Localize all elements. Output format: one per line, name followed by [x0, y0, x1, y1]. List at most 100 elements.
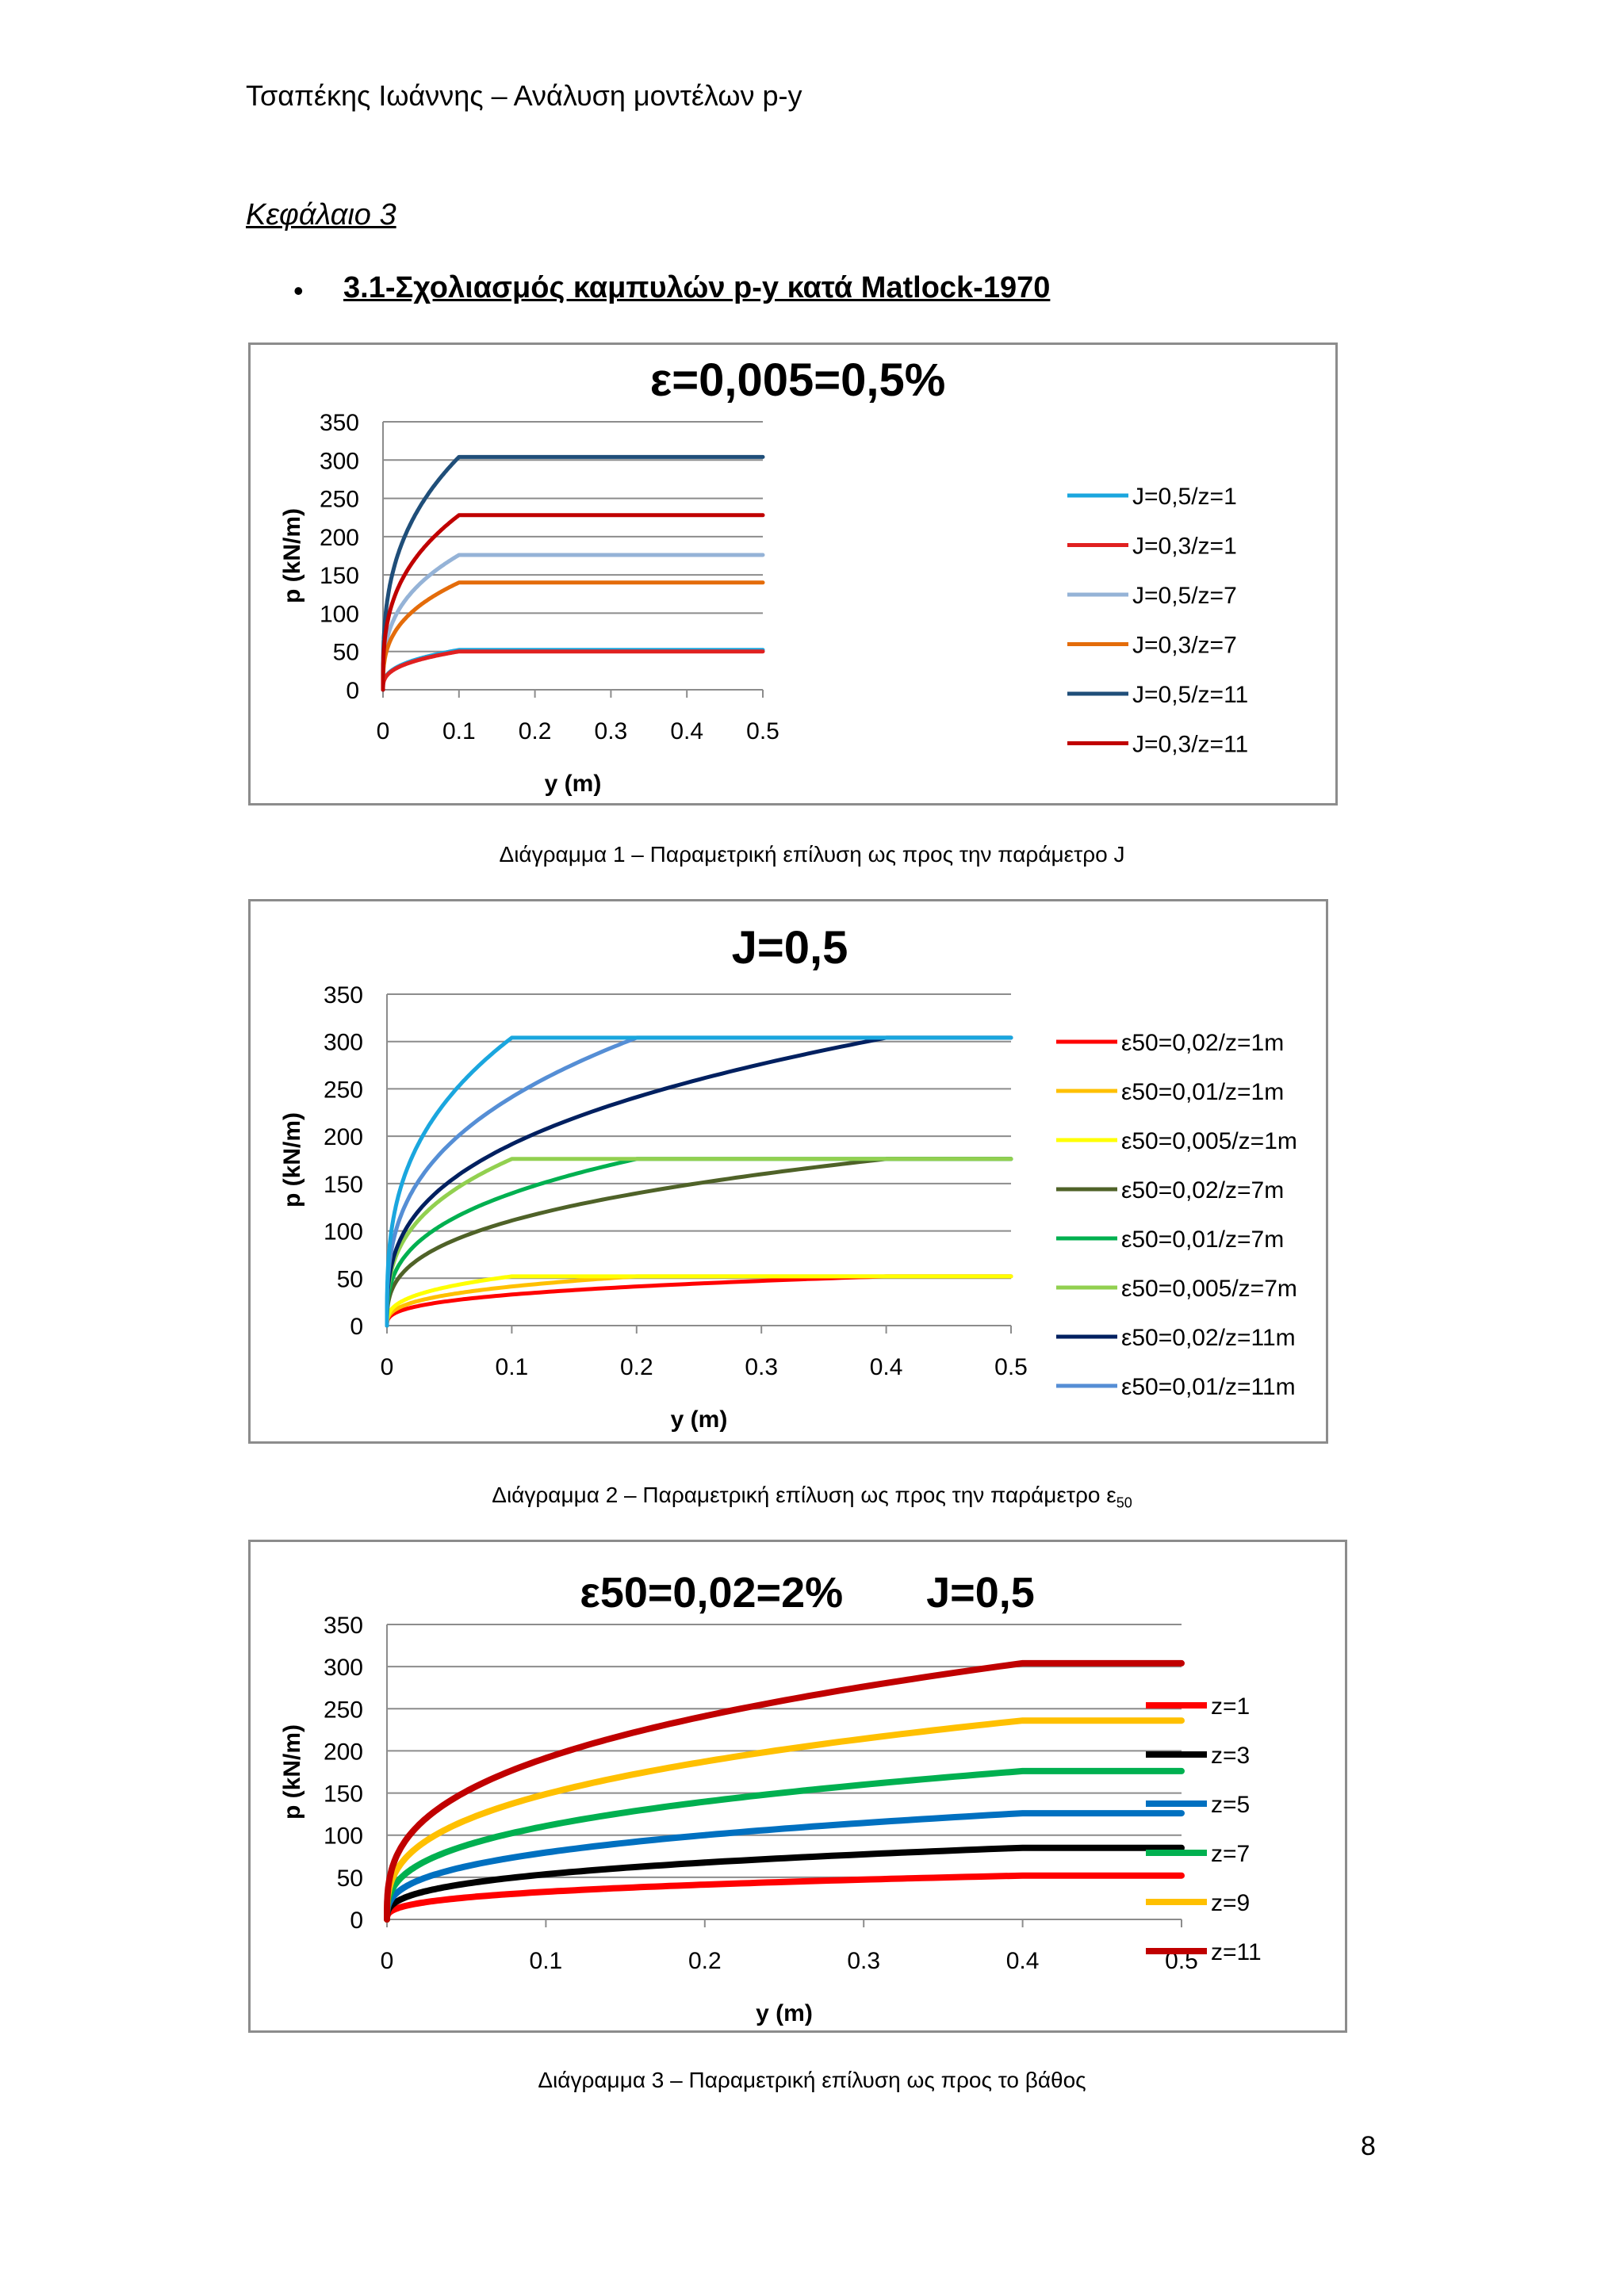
- chart-title: ε50=0,02=2% J=0,5: [580, 1569, 1035, 1617]
- chart-e50-parameter-svg: 0 0.1 0.2 0.3 0.4 0.5 0 50 100 150 200 250 300 350 J=0…: [279, 922, 1297, 1433]
- legend-label: ε50=0,02/z=1m: [1121, 1030, 1284, 1056]
- y-axis-label: p (kN/m): [279, 508, 305, 603]
- legend-label: ε50=0,02/z=11m: [1121, 1325, 1296, 1351]
- series-line-4: [384, 1717, 1185, 1923]
- x-axis-label: y (m): [671, 1406, 728, 1433]
- x-axis-label: y (m): [756, 2000, 813, 2026]
- x-tick-label: 0.5: [994, 1354, 1028, 1380]
- series-line-7: [385, 1035, 1013, 1328]
- legend-label: J=0,5/z=11: [1132, 682, 1248, 708]
- y-tick-label: 200: [324, 1124, 363, 1150]
- legend-label: ε50=0,02/z=7m: [1121, 1177, 1284, 1203]
- y-tick-label: 150: [320, 563, 359, 589]
- bullet-icon: •: [293, 274, 304, 307]
- legend-label: ε50=0,01/z=7m: [1121, 1226, 1284, 1253]
- y-tick-label: 50: [337, 1866, 363, 1892]
- y-tick-label: 300: [324, 1655, 363, 1681]
- series-line-6: [385, 1035, 1013, 1328]
- series-line-3: [381, 580, 765, 692]
- series-line-8: [385, 1035, 1013, 1328]
- chart-title: ε=0,005=0,5%: [650, 354, 946, 406]
- y-tick-label: 100: [320, 601, 359, 627]
- series-line-4: [385, 1157, 1013, 1328]
- x-axis-label: y (m): [545, 771, 602, 797]
- series-line-2: [384, 1810, 1185, 1923]
- caption-diagram-3: Διάγραμμα 3 – Παραμετρική επίλυση ως προ…: [538, 2068, 1086, 2092]
- chart-depth-parameter-svg: 0 0.1 0.2 0.3 0.4 0.5050100150200250300350ε50…: [279, 1569, 1262, 2026]
- series-line-0: [385, 1274, 1013, 1328]
- legend-label: z=5: [1211, 1792, 1250, 1818]
- y-axis-label: p (kN/m): [279, 1724, 305, 1820]
- series-line-0: [384, 1872, 1185, 1923]
- legend-label: ε50=0,005/z=7m: [1121, 1276, 1297, 1302]
- x-tick-label: 0.2: [688, 1948, 722, 1974]
- series-line-5: [384, 1659, 1185, 1923]
- y-tick-label: 150: [324, 1172, 363, 1198]
- series-line-2: [385, 1274, 1013, 1328]
- y-tick-label: 350: [324, 982, 363, 1008]
- x-tick-label: 0.1: [442, 718, 476, 744]
- legend-label: z=3: [1211, 1743, 1250, 1769]
- legend-label: J=0,3/z=7: [1132, 633, 1237, 659]
- legend-label: ε50=0,01/z=11m: [1121, 1374, 1296, 1400]
- x-tick-label: 0.2: [519, 718, 552, 744]
- y-tick-label: 0: [350, 1314, 363, 1340]
- series-line-1: [385, 1274, 1013, 1328]
- y-tick-label: 0: [350, 1908, 363, 1934]
- series-line-1: [381, 649, 765, 692]
- page-number: 8: [1361, 2131, 1376, 2161]
- legend-label: z=1: [1211, 1693, 1250, 1720]
- x-tick-label: 0.4: [870, 1354, 903, 1380]
- caption-diagram-1: Διάγραμμα 1 – Παραμετρική επίλυση ως προ…: [499, 842, 1125, 867]
- chart-j-parameter-svg: 0 0.1 0.2 0.3 0.4 0.5 0 50 100 150 200 250 300 350 ε=0…: [279, 354, 1248, 797]
- x-tick-label: 0.4: [1006, 1948, 1040, 1974]
- x-tick-label: 0.1: [496, 1354, 529, 1380]
- x-tick-label: 0.3: [595, 718, 628, 744]
- x-tick-label: 0.3: [847, 1948, 880, 1974]
- y-tick-label: 250: [324, 1077, 363, 1103]
- y-tick-label: 300: [320, 448, 359, 474]
- legend-label: ε50=0,005/z=1m: [1121, 1128, 1297, 1154]
- y-tick-label: 250: [320, 487, 359, 513]
- legend-label: z=11: [1211, 1939, 1262, 1965]
- legend-label: J=0,3/z=11: [1132, 732, 1248, 758]
- x-tick-label: 0: [377, 718, 390, 744]
- caption-diagram-2-text: Διάγραμμα 2 – Παραμετρική επίλυση ως προ…: [492, 1483, 1116, 1507]
- legend-label: J=0,3/z=1: [1132, 534, 1237, 560]
- series-line-3: [385, 1157, 1013, 1328]
- y-tick-label: 50: [337, 1266, 363, 1292]
- section-title: 3.1-Σχολιασμός καμπυλών p-y κατά Matlock…: [343, 271, 1051, 304]
- y-tick-label: 100: [324, 1219, 363, 1246]
- y-axis-label: p (kN/m): [279, 1112, 305, 1207]
- x-tick-label: 0: [381, 1354, 394, 1380]
- x-tick-label: 0.1: [530, 1948, 563, 1974]
- y-tick-label: 300: [324, 1030, 363, 1056]
- x-tick-label: 0.4: [670, 718, 703, 744]
- running-header: Τσαπέκης Ιωάννης – Ανάλυση μοντέλων p-y: [246, 79, 802, 112]
- series-line-3: [384, 1767, 1185, 1923]
- chart-e50-parameter: 0 0.1 0.2 0.3 0.4 0.5 0 50 100 150 200 250 300 350 J=0…: [248, 899, 1328, 1444]
- y-tick-label: 50: [333, 640, 359, 666]
- chapter-title: Κεφάλαιο 3: [246, 198, 396, 232]
- legend-label: z=7: [1211, 1841, 1250, 1867]
- y-tick-label: 350: [324, 1613, 363, 1639]
- chart-j-parameter: 0 0.1 0.2 0.3 0.4 0.5 0 50 100 150 200 250 300 350 ε=0…: [248, 342, 1338, 806]
- legend-label: z=9: [1211, 1890, 1250, 1916]
- y-tick-label: 350: [320, 410, 359, 436]
- series-line-1: [384, 1844, 1185, 1923]
- legend-label: J=0,5/z=7: [1132, 583, 1237, 609]
- x-tick-label: 0.3: [745, 1354, 778, 1380]
- x-tick-label: 0.5: [746, 718, 779, 744]
- x-tick-label: 0: [381, 1948, 394, 1974]
- legend-label: J=0,5/z=1: [1132, 484, 1237, 510]
- y-tick-label: 0: [346, 678, 359, 704]
- series-line-5: [381, 513, 765, 692]
- y-tick-label: 250: [324, 1697, 363, 1723]
- y-tick-label: 100: [324, 1823, 363, 1850]
- caption-diagram-2-subscript: 50: [1116, 1494, 1132, 1511]
- chart-depth-parameter: 0 0.1 0.2 0.3 0.4 0.5 0 50 100 150 200 250 300 350 ε50…: [248, 1540, 1347, 2033]
- legend-label: ε50=0,01/z=1m: [1121, 1079, 1284, 1105]
- y-tick-label: 200: [324, 1739, 363, 1765]
- y-tick-label: 150: [324, 1781, 363, 1808]
- chart-title: J=0,5: [732, 922, 848, 974]
